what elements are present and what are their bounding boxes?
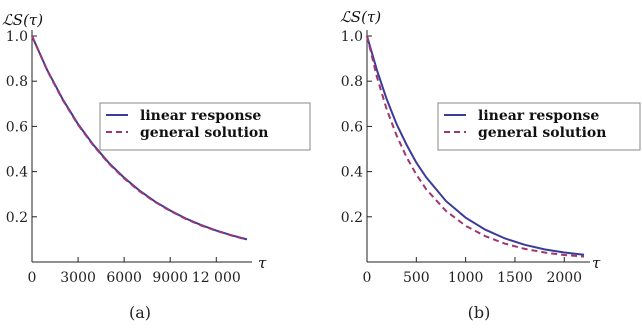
y-tick-label: 0.2 [6,210,28,226]
panel-caption: (a) [129,303,151,322]
series-line-general-solution [31,35,248,241]
x-tick-label: 500 [403,270,430,286]
y-tick-label: 0.6 [6,119,28,135]
y-tick-label: 0.8 [6,74,28,90]
x-tick-label: 6000 [106,270,142,286]
x-tick-label: 1500 [497,270,533,286]
x-tick-label: 0 [363,270,372,286]
y-tick-label: 0.8 [341,74,363,90]
y-tick-label: 0.4 [341,165,363,181]
legend-box [437,102,641,151]
legend-box [99,102,311,151]
x-tick-label: 2000 [546,270,582,286]
x-tick-label: 9000 [152,270,188,286]
legend-entry: general solution [140,125,268,141]
panel-caption: (b) [468,303,491,322]
chart-panel-b: 0.2 0.4 0.6 0.8 1.0 0 500 1000 1500 2000 linear re… [340,8,641,322]
legend-entry: general solution [478,125,606,141]
x-axis-title: τ [258,254,267,272]
x-tick-label: 3000 [60,270,96,286]
y-tick-label: 1.0 [6,29,28,45]
y-axis-title: ℒS(τ) [2,11,43,29]
y-tick-label: 0.2 [341,210,363,226]
y-tick-label: 0.4 [6,165,28,181]
x-tick-label: 12 000 [192,270,241,286]
x-tick-label: 0 [28,270,37,286]
y-tick-label: 1.0 [341,29,363,45]
chart-panel-a: 0.2 0.4 0.6 0.8 1.0 0 3000 6000 9000 12 000 linear… [2,11,311,322]
x-tick-label: 1000 [448,270,484,286]
y-tick-label: 0.6 [341,119,363,135]
legend-entry: linear response [140,108,261,124]
x-axis-title: τ [592,254,601,272]
series-line-linear-response [366,35,585,256]
legend-entry: linear response [478,108,599,124]
series-line-general-solution [366,35,585,258]
y-axis-title: ℒS(τ) [340,8,381,26]
